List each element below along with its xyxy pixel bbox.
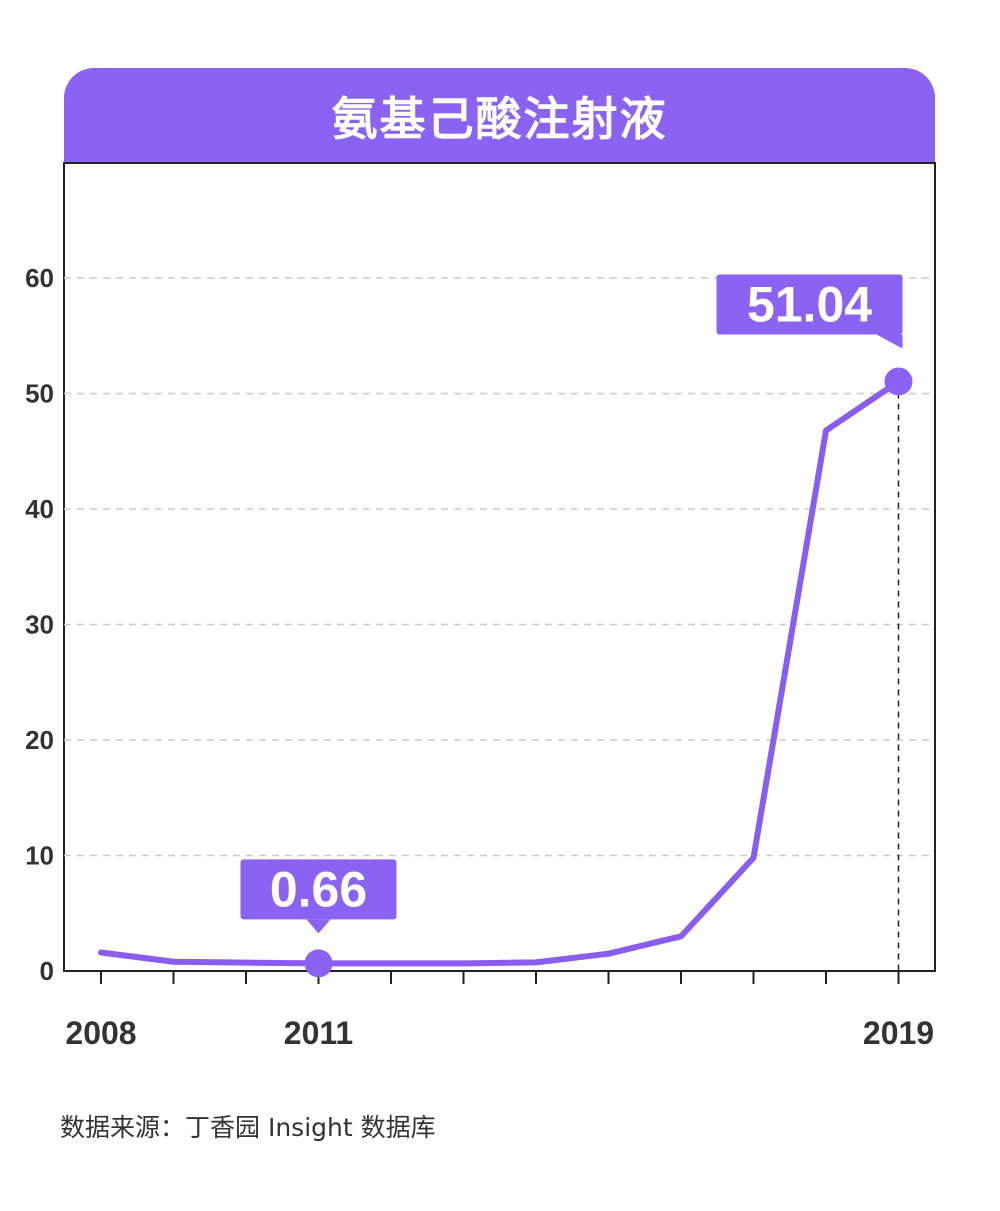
plot-frame	[63, 162, 936, 972]
title-bar: 氨基己酸注射液	[64, 68, 935, 164]
y-tick-label: 40	[25, 494, 54, 524]
y-tick-label: 0	[40, 956, 54, 986]
x-tick-label: 2011	[284, 1015, 353, 1051]
callout: 0.66	[240, 859, 397, 934]
callout-label: 0.66	[270, 861, 367, 917]
y-tick-label: 10	[25, 841, 54, 871]
callout-box	[240, 859, 397, 920]
y-tick-label: 60	[25, 263, 54, 293]
callout-label: 51.04	[747, 276, 872, 332]
y-tick-label: 30	[25, 610, 54, 640]
x-tick-label: 2019	[863, 1015, 934, 1051]
y-tick-label: 20	[25, 725, 54, 755]
callout-box	[716, 274, 903, 335]
highlight-point	[304, 949, 333, 978]
callout-pointer	[876, 334, 903, 349]
series-line	[98, 378, 902, 967]
data-source-note: 数据来源：丁香园 Insight 数据库	[60, 1113, 436, 1142]
callout: 51.04	[716, 274, 903, 349]
highlight-point	[884, 367, 913, 396]
callout-pointer	[306, 919, 331, 934]
chart-title: 氨基己酸注射液	[331, 92, 668, 146]
y-tick-label: 50	[25, 379, 54, 409]
x-tick-label: 2008	[65, 1015, 136, 1051]
